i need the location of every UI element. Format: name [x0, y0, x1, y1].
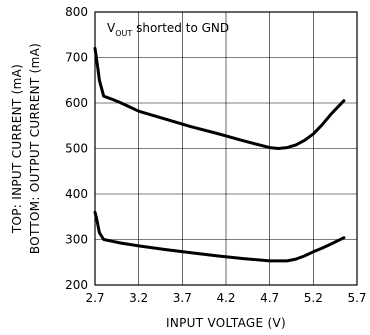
y-tick-label: 700: [65, 51, 88, 65]
x-tick-label: 5.7: [347, 291, 366, 305]
x-tick-label: 3.7: [173, 291, 192, 305]
annotation-subscript: OUT: [115, 29, 132, 38]
y-tick-label: 400: [65, 187, 88, 201]
x-tick-labels: 2.7 3.2 3.7 4.2 4.7 5.2 5.7: [85, 291, 366, 305]
annotation-main: V: [107, 21, 116, 35]
x-tick-label: 4.2: [216, 291, 235, 305]
x-tick-label: 3.2: [129, 291, 148, 305]
x-tick-label: 4.7: [260, 291, 279, 305]
y-tick-label: 300: [65, 233, 88, 247]
y-axis-label-top: TOP: INPUT CURRENT (mA): [10, 64, 24, 234]
grid: [95, 12, 357, 285]
y-tick-label: 600: [65, 96, 88, 110]
y-tick-label: 200: [65, 278, 88, 292]
annotation-rest: shorted to GND: [132, 21, 229, 35]
x-tick-label: 2.7: [85, 291, 104, 305]
y-tick-labels: 200 300 400 500 600 700 800: [65, 5, 88, 292]
series-line-input-current: [93, 46, 346, 150]
series-group: [93, 46, 346, 263]
x-axis-label: INPUT VOLTAGE (V): [166, 316, 286, 330]
series-line-output-current: [93, 210, 346, 263]
plot-area-frame: [94, 11, 358, 286]
y-axis-label-bottom: BOTTOM: OUTPUT CURRENT (mA): [28, 43, 42, 254]
x-tick-label: 5.2: [304, 291, 323, 305]
y-tick-label: 500: [65, 142, 88, 156]
annotation: VOUT shorted to GND: [107, 21, 229, 38]
y-tick-label: 800: [65, 5, 88, 19]
